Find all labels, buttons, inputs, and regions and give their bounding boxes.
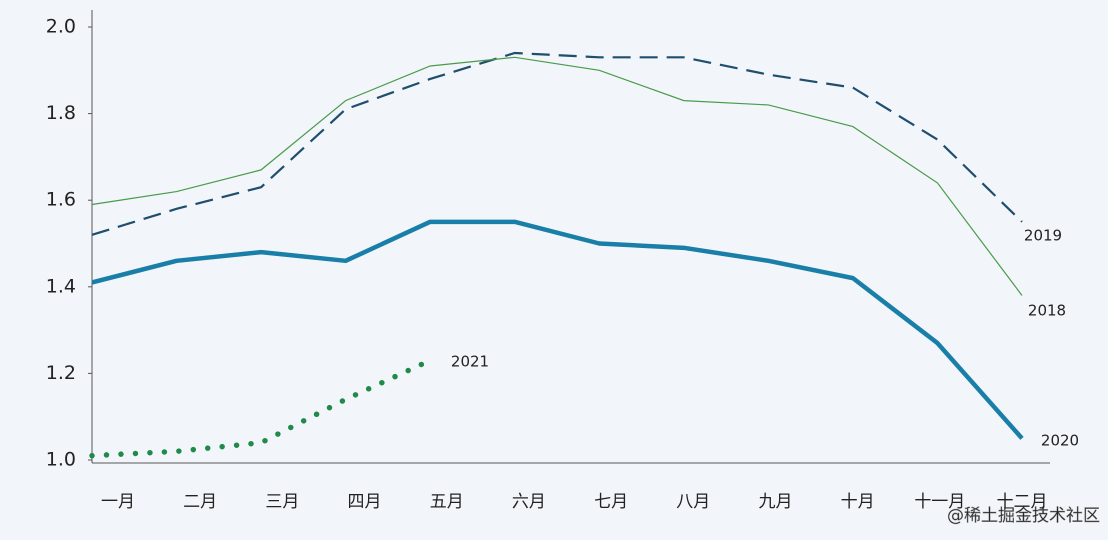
x-tick-label: 十一月 <box>914 492 965 512</box>
x-tick-label: 四月 <box>348 492 382 512</box>
y-tick-label: 1.2 <box>46 362 76 384</box>
series-label: 2021 <box>451 353 489 371</box>
x-tick-label: 十二月 <box>997 492 1048 512</box>
x-tick-label: 十月 <box>841 492 875 512</box>
x-tick-label: 五月 <box>430 492 464 512</box>
series-line <box>91 219 1024 440</box>
watermark: @稀土掘金技术社区 <box>947 506 1100 526</box>
x-tick-label: 三月 <box>265 492 299 512</box>
x-tick-label: 一月 <box>101 492 135 512</box>
series-label: 2019 <box>1024 227 1062 245</box>
series-line <box>91 56 1023 296</box>
x-tick-label: 七月 <box>594 492 628 512</box>
series-label: 2020 <box>1041 432 1079 450</box>
x-tick-label: 九月 <box>758 492 792 512</box>
y-tick-label: 1.6 <box>46 189 76 211</box>
series-line <box>91 51 1023 236</box>
x-tick-label: 八月 <box>676 492 710 512</box>
y-tick-label: 1.0 <box>46 449 76 471</box>
y-tick-label: 2.0 <box>46 16 76 38</box>
y-tick-label: 1.8 <box>46 102 76 124</box>
series-label: 2018 <box>1028 302 1066 320</box>
x-tick-label: 六月 <box>512 492 546 512</box>
y-tick-label: 1.4 <box>46 275 76 297</box>
x-tick-label: 二月 <box>183 492 217 512</box>
series-line <box>89 357 433 459</box>
